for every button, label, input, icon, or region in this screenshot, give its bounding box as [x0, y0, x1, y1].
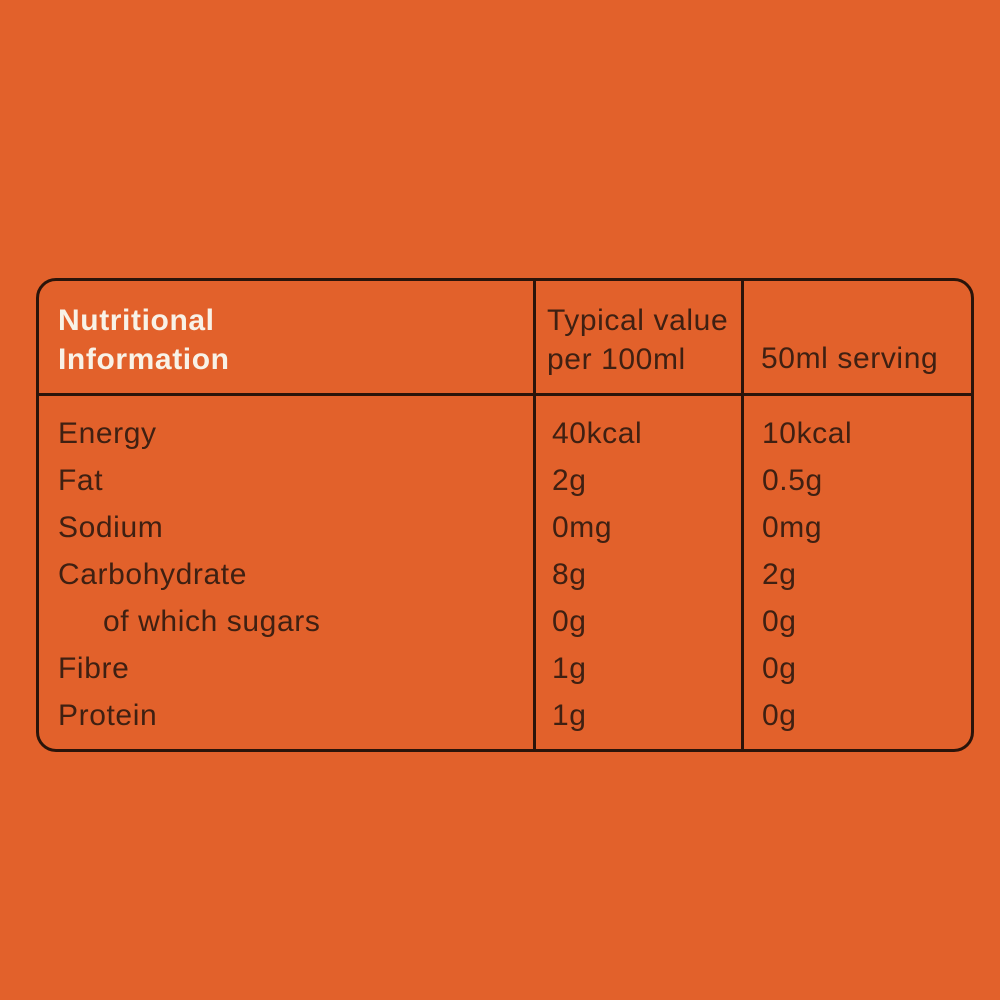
row-value-serving: 2g — [762, 558, 797, 591]
column-header-serving: 50ml serving — [761, 342, 939, 375]
table-title: Nutritional Information — [58, 301, 230, 379]
table-row: Fibre 1g 0g — [39, 645, 971, 692]
row-value-per-100ml: 2g — [552, 464, 587, 497]
row-value-serving: 0.5g — [762, 464, 823, 497]
row-value-serving: 0g — [762, 699, 797, 732]
row-value-per-100ml: 0g — [552, 605, 587, 638]
table-row: Carbohydrate 8g 2g — [39, 551, 971, 598]
row-label: Protein — [58, 699, 158, 732]
column-divider-1 — [533, 281, 536, 749]
table-row: Energy 40kcal 10kcal — [39, 410, 971, 457]
table-row: Fat 2g 0.5g — [39, 457, 971, 504]
table-row: Protein 1g 0g — [39, 692, 971, 739]
row-label: Fibre — [58, 652, 130, 685]
table-title-line1: Nutritional — [58, 304, 215, 337]
row-value-serving: 0g — [762, 605, 797, 638]
row-value-serving: 10kcal — [762, 417, 853, 450]
column-divider-2 — [741, 281, 744, 749]
row-value-per-100ml: 0mg — [552, 511, 613, 544]
row-value-per-100ml: 1g — [552, 652, 587, 685]
table-title-line2: Information — [58, 343, 230, 376]
header-separator-line — [39, 393, 971, 396]
row-value-per-100ml: 1g — [552, 699, 587, 732]
column-header-per-100ml: Typical value per 100ml — [547, 301, 728, 379]
row-label: of which sugars — [103, 605, 321, 638]
table-row: of which sugars 0g 0g — [39, 598, 971, 645]
row-value-serving: 0g — [762, 652, 797, 685]
row-value-per-100ml: 40kcal — [552, 417, 643, 450]
row-label: Fat — [58, 464, 104, 497]
table-body: Energy 40kcal 10kcal Fat 2g 0.5g Sodium … — [39, 410, 971, 739]
row-value-per-100ml: 8g — [552, 558, 587, 591]
column-header-per-100ml-line1: Typical value — [547, 304, 729, 337]
table-row: Sodium 0mg 0mg — [39, 504, 971, 551]
row-label: Sodium — [58, 511, 164, 544]
nutrition-table: Nutritional Information Typical value pe… — [36, 278, 974, 752]
row-value-serving: 0mg — [762, 511, 823, 544]
row-label: Energy — [58, 417, 157, 450]
row-label: Carbohydrate — [58, 558, 247, 591]
column-header-per-100ml-line2: per 100ml — [547, 343, 686, 376]
